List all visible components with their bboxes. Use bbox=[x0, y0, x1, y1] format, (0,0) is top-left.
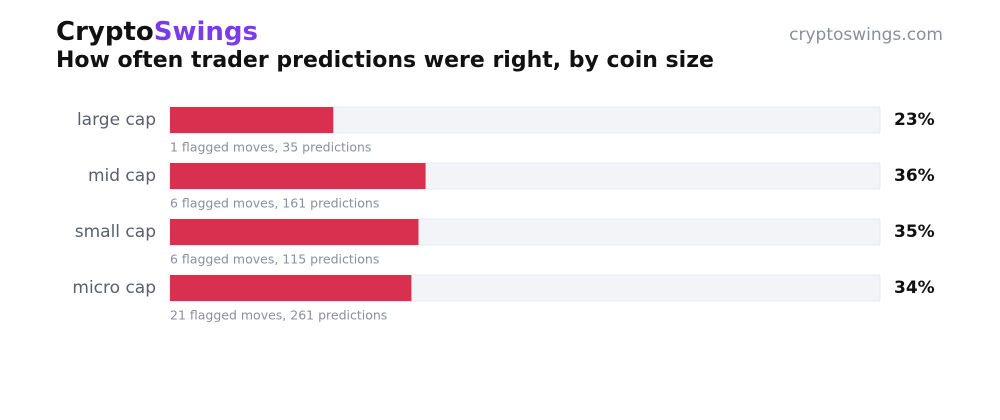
value-label: 36% bbox=[894, 166, 935, 186]
value-label: 34% bbox=[894, 278, 935, 298]
chart-title: How often trader predictions were right,… bbox=[56, 48, 714, 73]
site-url: cryptoswings.com bbox=[789, 25, 943, 45]
bar bbox=[170, 219, 419, 245]
brand-accent: Swings bbox=[154, 17, 258, 47]
bar-note: 1 flagged moves, 35 predictions bbox=[170, 140, 371, 155]
bar-note: 6 flagged moves, 115 predictions bbox=[170, 252, 379, 267]
brand: CryptoSwings bbox=[56, 17, 258, 47]
category-label: micro cap bbox=[72, 278, 156, 298]
bar bbox=[170, 107, 334, 133]
category-label: mid cap bbox=[88, 166, 156, 186]
bar-note: 6 flagged moves, 161 predictions bbox=[170, 196, 379, 211]
bar bbox=[170, 275, 412, 301]
value-label: 35% bbox=[894, 222, 935, 242]
brand-name: Crypto bbox=[56, 17, 154, 47]
category-label: large cap bbox=[77, 110, 156, 130]
bar-note: 21 flagged moves, 261 predictions bbox=[170, 308, 387, 323]
category-label: small cap bbox=[75, 222, 156, 242]
bar bbox=[170, 163, 426, 189]
value-label: 23% bbox=[894, 110, 935, 130]
